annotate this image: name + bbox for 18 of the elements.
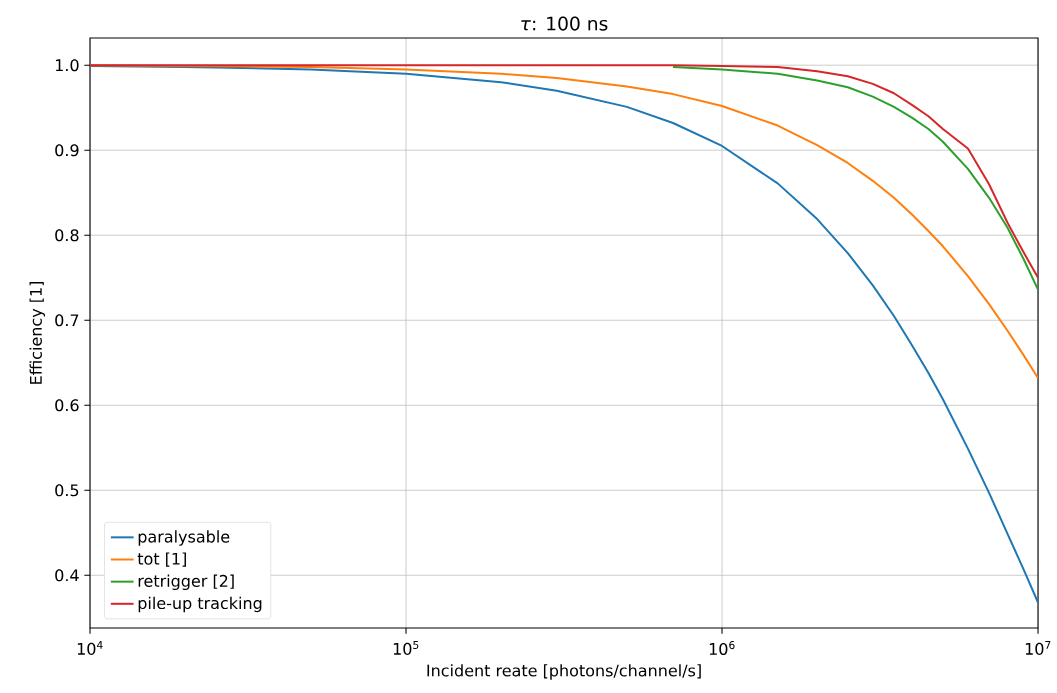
legend-label: tot [1]	[137, 552, 186, 567]
chart-title: τ: 100 ns	[521, 16, 608, 31]
x-tick-label: 10$^{4}$	[77, 641, 103, 655]
y-tick-label: 0.4	[55, 569, 79, 582]
y-tick-label: 0.8	[55, 229, 79, 242]
y-tick-label: 0.7	[55, 314, 79, 327]
y-tick-label: 0.5	[55, 484, 79, 497]
y-tick-label: 1.0	[55, 59, 79, 72]
y-tick-label: 0.9	[55, 144, 79, 157]
legend-label: paralysable	[138, 530, 230, 546]
y-axis-title: Efficiency [1]	[29, 281, 46, 384]
legend-label: retrigger [2]	[138, 574, 234, 591]
x-tick-label: 10$^{7}$	[1025, 641, 1051, 655]
legend-label: pile-up tracking	[138, 596, 262, 613]
x-axis-title: Incident reate [photons/channel/s]	[427, 664, 701, 680]
x-tick-label: 10$^{6}$	[709, 641, 735, 656]
x-tick-label: 10$^{5}$	[393, 641, 419, 655]
y-tick-label: 0.6	[55, 399, 79, 412]
